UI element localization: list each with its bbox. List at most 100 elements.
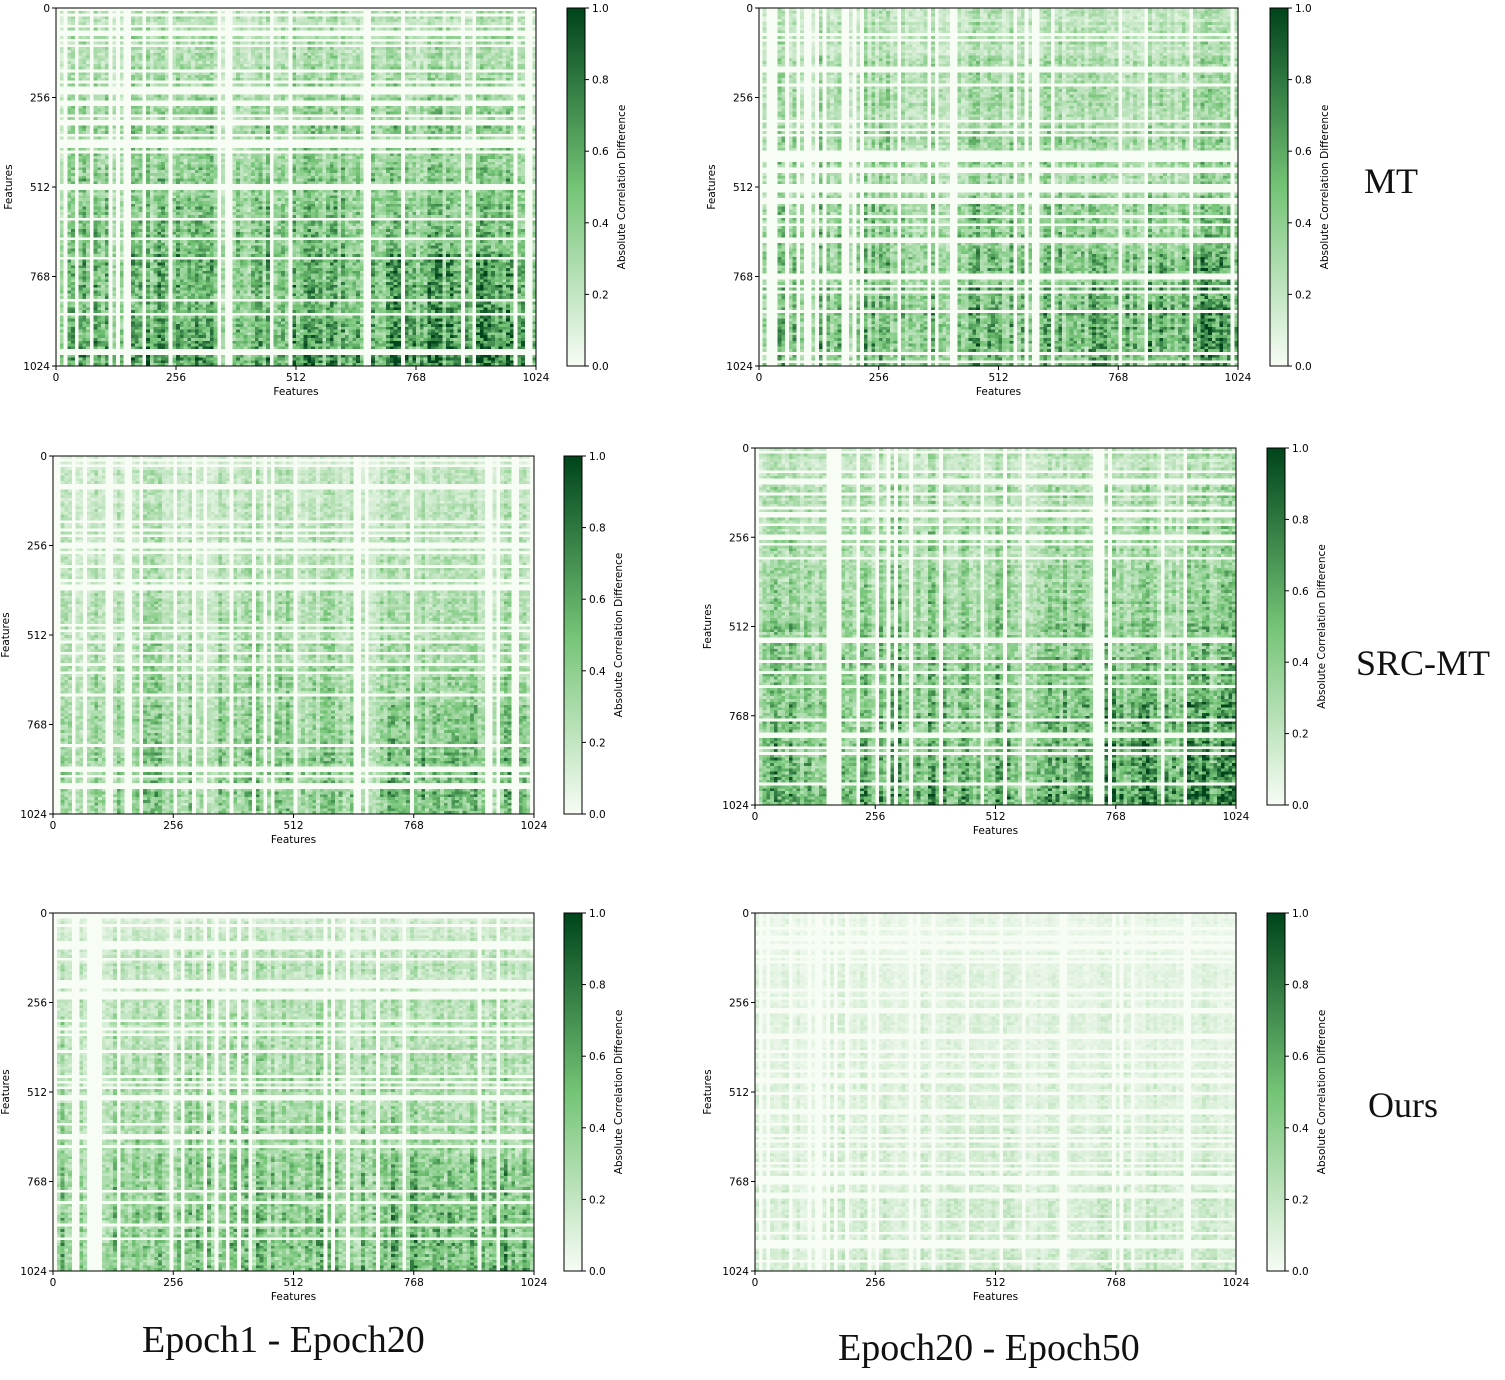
y-tick-label: 768 [30,272,50,284]
y-tick-label: 512 [27,1087,47,1099]
x-tick-label: 1024 [1225,372,1252,384]
x-tick-label: 512 [985,811,1005,823]
y-tick-label: 768 [729,1177,749,1189]
y-tick-label: 768 [27,720,47,732]
x-tick-label: 1024 [521,820,548,832]
y-tick-label: 1024 [722,1266,749,1278]
colorbar [566,7,586,367]
y-axis-label: Features [3,164,15,209]
colorbar-tick-label: 0.4 [589,666,606,678]
x-tick-label: 512 [985,1277,1005,1289]
y-tick-label: 768 [27,1177,47,1189]
colorbar-tick-label: 0.6 [1292,586,1309,598]
x-tick-label: 256 [166,372,186,384]
colorbar-tick-label: 1.0 [1295,3,1312,15]
y-tick-label: 0 [742,908,749,920]
y-tick-label: 256 [729,532,749,544]
y-tick-label: 1024 [726,361,753,373]
x-tick-label: 0 [50,820,57,832]
y-tick-label: 768 [733,272,753,284]
x-axis-label: Features [273,386,318,398]
column-label-epoch20-epoch50: Epoch20 - Epoch50 [838,1327,1140,1369]
x-tick-label: 1024 [523,372,550,384]
x-tick-label: 256 [163,1277,183,1289]
colorbar-tick-label: 0.6 [1295,146,1312,158]
y-tick-label: 512 [729,622,749,634]
y-tick-label: 1024 [20,809,47,821]
y-tick-label: 512 [30,182,50,194]
x-tick-label: 512 [283,1277,303,1289]
colorbar-tick-label: 0.4 [1295,218,1312,230]
colorbar-tick-label: 0.2 [589,1194,606,1206]
colorbar-label: Absolute Correlation Difference [616,105,628,270]
heatmap-panel: 0 256 512 768 102402565127681024FeaturesFeat… [702,443,1328,837]
colorbar-tick-label: 0.4 [1292,657,1309,669]
colorbar-tick-label: 0.0 [1295,361,1312,373]
y-tick-label: 512 [733,182,753,194]
colorbar-label: Absolute Correlation Difference [613,553,625,718]
colorbar-tick-label: 0.2 [1292,1194,1309,1206]
x-tick-label: 768 [404,1277,424,1289]
colorbar-tick-label: 0.0 [592,361,609,373]
column-label-epoch1-epoch20: Epoch1 - Epoch20 [142,1319,425,1361]
colorbar-tick-label: 0.4 [1292,1123,1309,1135]
y-axis-label: Features [702,604,714,649]
y-axis-label: Features [0,1069,12,1114]
heatmap-cells [56,8,536,366]
x-tick-label: 256 [865,811,885,823]
x-tick-label: 512 [286,372,306,384]
colorbar-tick-label: 0.6 [1292,1051,1309,1063]
x-tick-label: 1024 [1223,811,1250,823]
heatmap-panel: 0 256 512 768 102402565127681024FeaturesFeat… [702,908,1328,1303]
colorbar-tick-label: 0.2 [589,737,606,749]
colorbar-tick-label: 0.6 [589,594,606,606]
colorbar [563,455,583,815]
colorbar-tick-label: 0.4 [592,218,609,230]
colorbar [563,912,583,1272]
colorbar-label: Absolute Correlation Difference [1316,1010,1328,1175]
y-axis-label: Features [702,1069,714,1114]
y-tick-label: 0 [742,443,749,455]
y-tick-label: 0 [746,3,753,15]
x-axis-label: Features [271,834,316,846]
row-label-ours: Ours [1368,1085,1438,1125]
heatmap-panel: 0 256 512 768 102402565127681024FeaturesFeat… [3,3,628,398]
x-tick-label: 0 [752,811,759,823]
y-tick-label: 256 [27,541,47,553]
colorbar-tick-label: 0.8 [1292,514,1309,526]
row-label-src-mt: SRC-MT [1356,643,1491,683]
x-tick-label: 0 [756,372,763,384]
colorbar-tick-label: 1.0 [589,908,606,920]
colorbar-label: Absolute Correlation Difference [613,1010,625,1175]
heatmap-cells [755,913,1236,1271]
heatmap-panel: 0 256 512 768 102402565127681024FeaturesFeat… [706,3,1331,398]
x-axis-label: Features [976,386,1021,398]
colorbar-tick-label: 0.8 [589,980,606,992]
x-tick-label: 0 [752,1277,759,1289]
x-tick-label: 256 [163,820,183,832]
colorbar [1266,912,1286,1272]
heatmap-cells [755,448,1236,805]
colorbar-tick-label: 0.0 [1292,1266,1309,1278]
colorbar-tick-label: 0.2 [1292,729,1309,741]
y-tick-label: 256 [30,93,50,105]
x-tick-label: 768 [404,820,424,832]
colorbar-tick-label: 0.0 [589,809,606,821]
x-tick-label: 768 [1108,372,1128,384]
colorbar-tick-label: 0.2 [1295,289,1312,301]
y-tick-label: 512 [729,1087,749,1099]
colorbar-tick-label: 0.4 [589,1123,606,1135]
y-tick-label: 1024 [20,1266,47,1278]
y-tick-label: 512 [27,630,47,642]
colorbar-tick-label: 0.0 [1292,800,1309,812]
heatmap-panel: 0 256 512 768 102402565127681024FeaturesFeat… [0,451,625,846]
heatmap-cells [53,456,534,814]
y-tick-label: 0 [40,451,47,463]
colorbar-tick-label: 0.8 [1295,75,1312,87]
y-tick-label: 1024 [722,800,749,812]
colorbar-label: Absolute Correlation Difference [1319,105,1331,270]
x-axis-label: Features [973,825,1018,837]
colorbar-label: Absolute Correlation Difference [1316,544,1328,709]
x-tick-label: 0 [50,1277,57,1289]
